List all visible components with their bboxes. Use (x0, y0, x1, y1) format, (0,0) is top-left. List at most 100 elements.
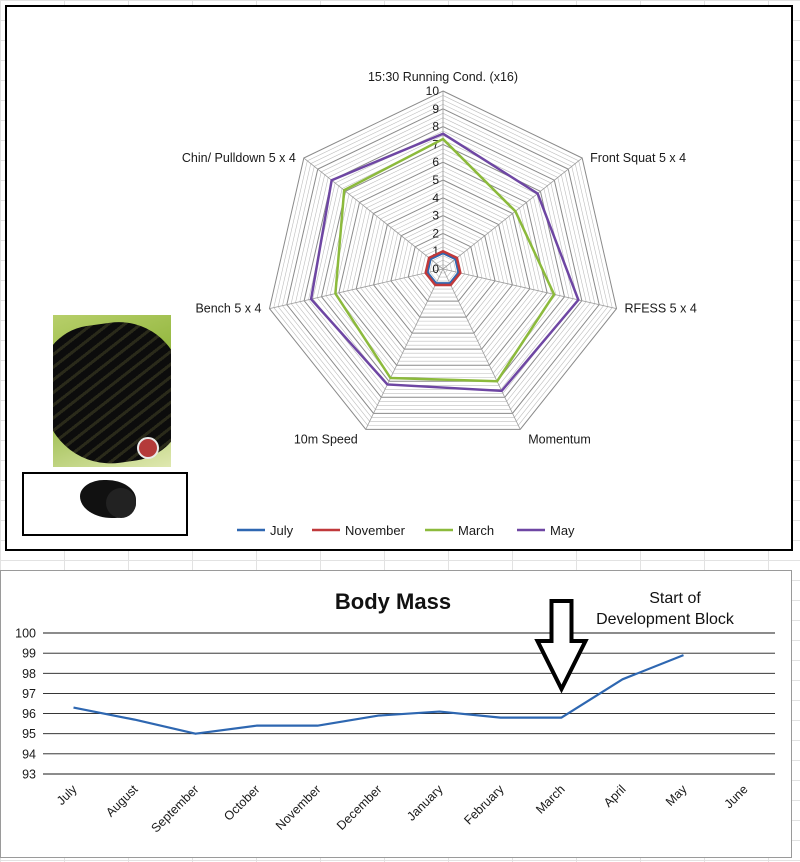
radar-grid-ring (438, 264, 448, 274)
radar-grid-ring (325, 148, 561, 378)
x-axis-labels: July August September October November Decemb… (54, 782, 751, 836)
radar-grid-ring (290, 112, 596, 410)
radar-tick-label: 4 (432, 191, 439, 205)
radar-grid-ring (433, 259, 453, 278)
x-tick-label: November (273, 782, 324, 833)
radar-grid-ring (273, 95, 613, 426)
radar-chart-panel[interactable]: 0 1 2 3 4 5 6 7 8 9 10 15:30 Running Cond. (x16) Fro… (5, 5, 793, 551)
x-tick-label: January (404, 782, 446, 824)
line-grid: 93 94 95 96 97 98 99 100 (15, 627, 775, 782)
y-tick-label: 94 (22, 747, 36, 761)
radar-spoke (442, 268, 521, 430)
radar-series (309, 132, 580, 393)
radar-tick-label: 9 (432, 102, 439, 116)
radar-spoke (442, 157, 583, 270)
radar-grid-ring (420, 246, 466, 290)
radar-grid-ring (386, 210, 500, 322)
radar-grid-ring (364, 188, 522, 342)
x-tick-label: June (722, 782, 751, 811)
y-tick-label: 100 (15, 627, 36, 641)
radar-spoke (442, 268, 617, 309)
x-tick-label: May (663, 782, 690, 809)
radar-axis-label: Chin/ Pulldown 5 x 4 (182, 151, 296, 165)
down-arrow-icon (534, 599, 589, 694)
annotation-text: Development Block (596, 611, 735, 628)
radar-grid-ring (268, 90, 618, 430)
x-tick-label: March (533, 782, 567, 816)
radar-tick-label: 8 (432, 120, 439, 134)
radar-tick-label: 0 (432, 262, 439, 276)
club-crest-icon (137, 437, 159, 459)
radar-grid-ring (286, 108, 600, 414)
y-tick-label: 95 (22, 727, 36, 741)
radar-grid-ring (416, 241, 470, 294)
x-tick-label: October (221, 782, 262, 823)
radar-grid-ring (295, 117, 591, 406)
radar-axis-label: 15:30 Running Cond. (x16) (368, 70, 518, 84)
line-chart-title: Body Mass (335, 589, 451, 614)
radar-axis-label: Momentum (528, 432, 591, 446)
radar-series-line (334, 137, 556, 383)
radar-grid-ring (390, 215, 496, 318)
annotation-text: Start of (649, 590, 701, 607)
radar-tick-label: 1 (432, 244, 439, 258)
radar-grid-ring (360, 184, 526, 346)
radar-grid-ring (282, 104, 604, 418)
legend-label: March (458, 523, 494, 538)
radar-spoke (303, 157, 444, 270)
radar-axis-labels: 15:30 Running Cond. (x16) Front Squat 5 x… (182, 70, 697, 446)
redacted-logo-box (22, 472, 188, 536)
y-tick-label: 96 (22, 707, 36, 721)
radar-grid-ring (403, 228, 483, 306)
radar-axis-label: Front Squat 5 x 4 (590, 151, 686, 165)
radar-tick-label: 6 (432, 155, 439, 169)
x-tick-label: July (54, 782, 80, 808)
radar-grid-ring (429, 255, 457, 282)
radar-grid-ring (342, 166, 544, 362)
radar-ticks: 0 1 2 3 4 5 6 7 8 9 10 (426, 84, 440, 276)
radar-grid-ring (351, 175, 535, 354)
y-tick-label: 93 (22, 768, 36, 782)
line-chart-panel[interactable]: Body Mass 93 94 95 96 97 98 99 100 July August Sept… (0, 570, 792, 858)
radar-axis-label: Bench 5 x 4 (195, 302, 261, 316)
y-tick-label: 98 (22, 667, 36, 681)
radar-grid-ring (355, 179, 531, 350)
x-tick-label: September (148, 782, 201, 835)
radar-grid-ring (373, 197, 513, 334)
x-tick-label: February (461, 782, 507, 828)
radar-tick-label: 3 (432, 209, 439, 223)
radar-grid-ring (347, 170, 539, 358)
body-mass-line (73, 654, 684, 735)
radar-spoke (269, 268, 444, 309)
radar-axis-label: RFESS 5 x 4 (625, 302, 697, 316)
legend-label: May (550, 523, 575, 538)
radar-grid-ring (399, 224, 487, 310)
legend-label: July (270, 523, 294, 538)
legend-label: November (345, 523, 406, 538)
radar-grid-ring (277, 99, 609, 422)
radar-grid-ring (412, 237, 474, 298)
redacted-photo (53, 315, 171, 467)
radar-tick-label: 2 (432, 226, 439, 240)
radar-tick-label: 5 (432, 173, 439, 187)
radar-series-line (424, 249, 462, 287)
radar-tick-label: 10 (426, 84, 440, 98)
radar-grid-ring (316, 139, 570, 386)
radar-grid-ring (381, 206, 505, 326)
x-tick-label: August (103, 782, 141, 820)
radar-spoke (365, 268, 444, 430)
radar-grid-ring (368, 193, 518, 338)
x-tick-label: April (601, 782, 629, 810)
y-tick-label: 97 (22, 687, 36, 701)
radar-axis-label: 10m Speed (294, 432, 358, 446)
redaction-blot (106, 488, 136, 518)
line-chart: Body Mass 93 94 95 96 97 98 99 100 July August Sept… (15, 589, 775, 836)
x-tick-label: December (334, 782, 385, 833)
line-series (73, 654, 684, 735)
radar-grid-ring (312, 135, 574, 390)
radar-grid (268, 90, 618, 430)
radar-grid-ring (338, 161, 548, 366)
radar-series-line (309, 132, 580, 393)
radar-grid-ring (334, 157, 552, 370)
